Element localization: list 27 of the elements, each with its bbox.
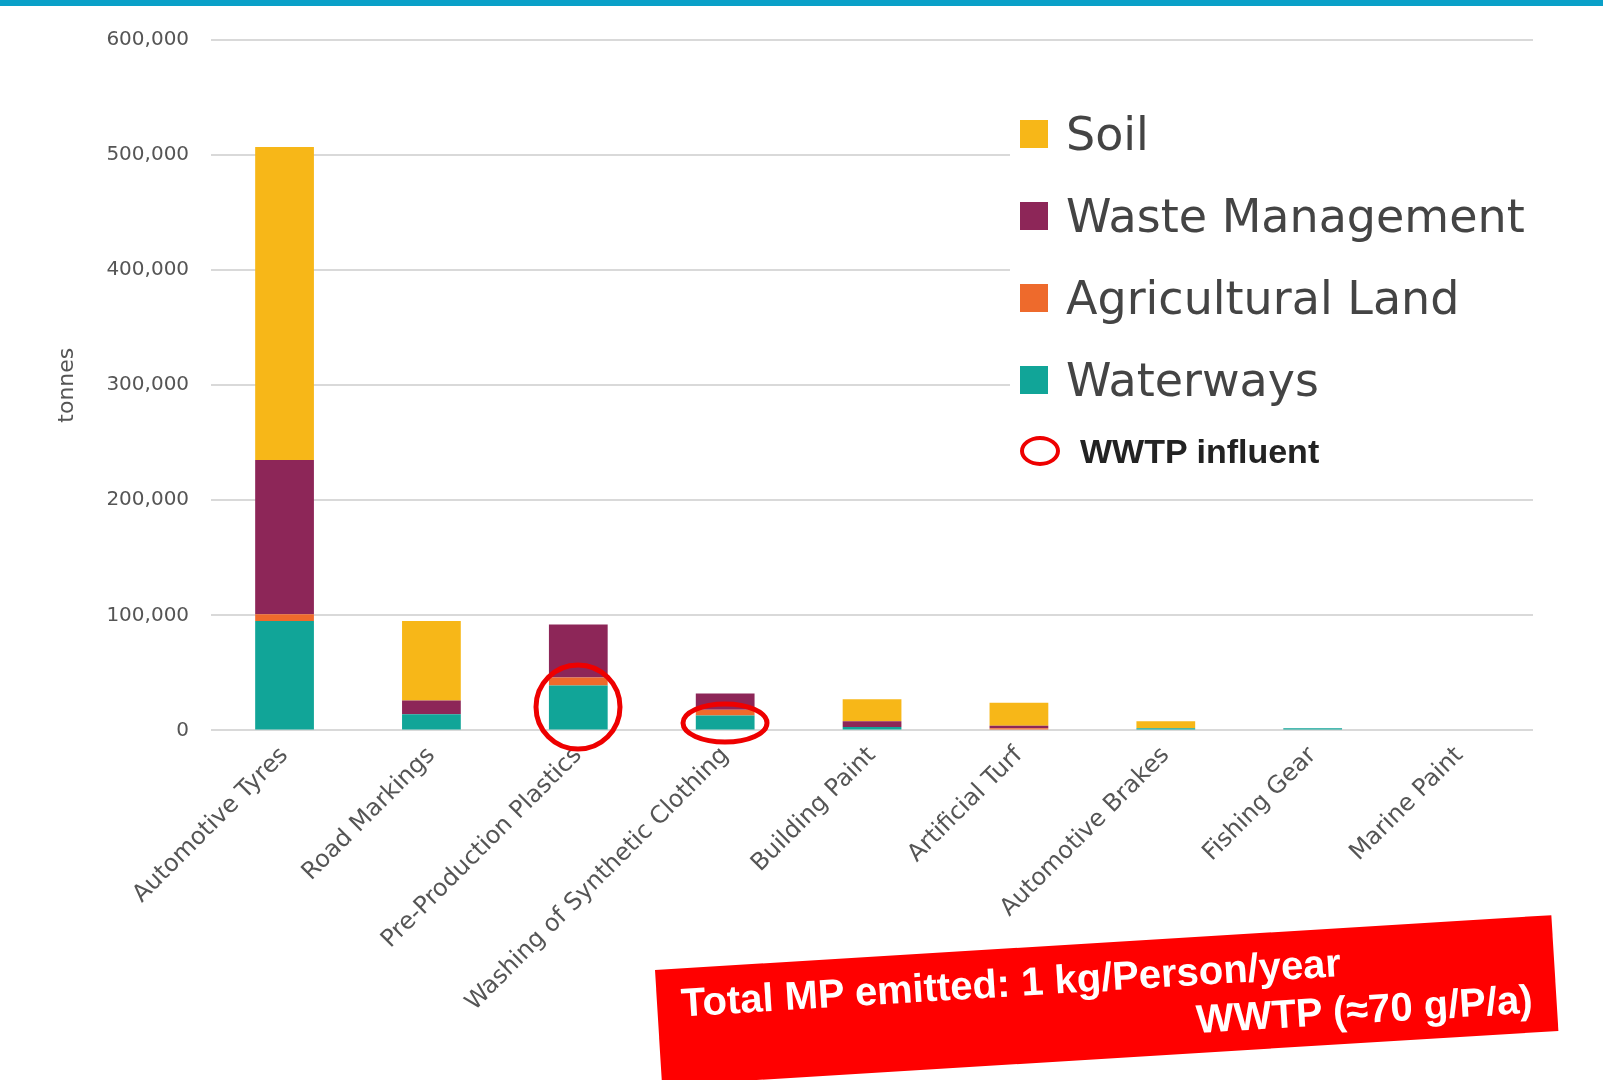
annotation: WWTP influent bbox=[1080, 431, 1320, 471]
bar bbox=[1136, 721, 1196, 729]
y-tick-label: 0 bbox=[176, 716, 190, 741]
y-tick-label: 200,000 bbox=[106, 486, 190, 511]
y-tick-label: 600,000 bbox=[106, 26, 190, 51]
bar bbox=[695, 715, 755, 730]
bar bbox=[842, 721, 902, 727]
bar bbox=[989, 702, 1049, 726]
bar bbox=[548, 685, 608, 730]
bar bbox=[255, 621, 314, 730]
bar bbox=[842, 699, 902, 722]
legend-label: Waste Management bbox=[1066, 189, 1525, 243]
legend-label: Agricultural Land bbox=[1066, 271, 1460, 325]
bar bbox=[402, 714, 461, 730]
y-axis-title: tonnes bbox=[52, 347, 78, 423]
bar bbox=[548, 677, 608, 686]
bar bbox=[402, 621, 461, 701]
y-tick-label: 500,000 bbox=[106, 141, 190, 166]
y-tick-label: 300,000 bbox=[106, 371, 190, 396]
bar bbox=[255, 614, 314, 622]
legend-label: Waterways bbox=[1066, 353, 1319, 407]
bar bbox=[402, 700, 461, 715]
y-tick-label: 100,000 bbox=[106, 601, 190, 626]
y-tick-label: 400,000 bbox=[106, 256, 190, 281]
legend-label: Soil bbox=[1066, 107, 1149, 161]
bar bbox=[255, 460, 314, 615]
bar bbox=[255, 147, 314, 461]
